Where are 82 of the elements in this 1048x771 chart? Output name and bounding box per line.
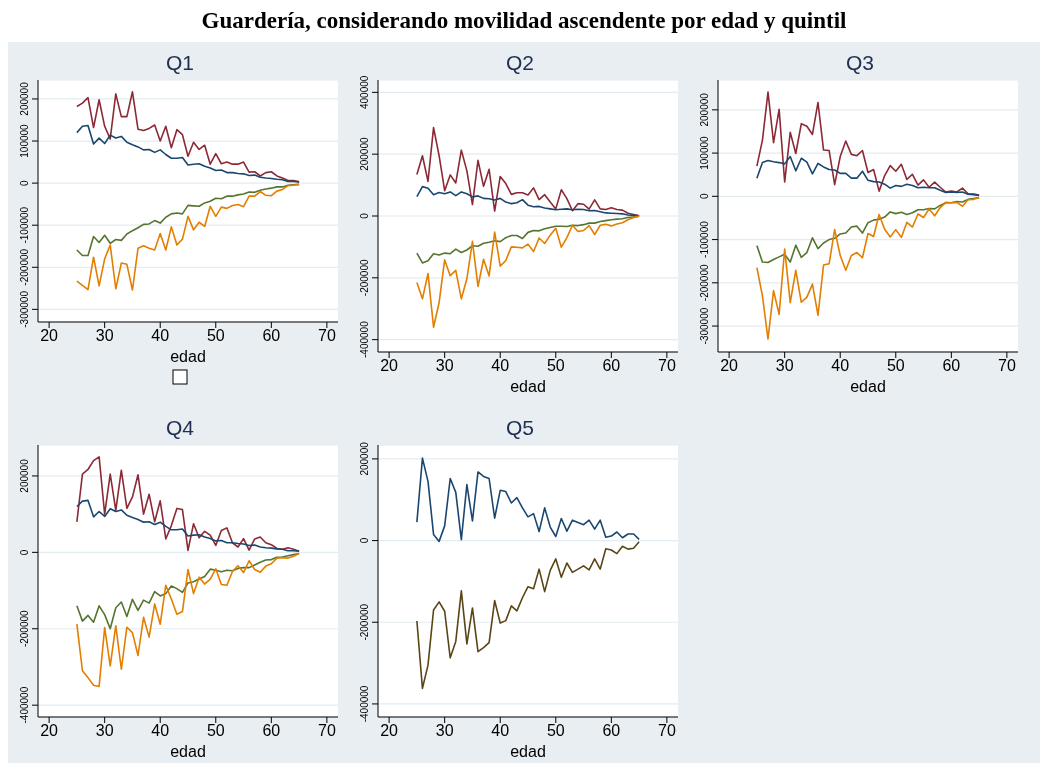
line-series — [756, 91, 980, 196]
y-tick-label: -200000 — [699, 264, 710, 302]
x-tick-label: 70 — [317, 327, 336, 345]
y-tick-label: -400000 — [359, 685, 370, 723]
x-tick-label: 20 — [380, 357, 399, 375]
y-tick-label: -300000 — [19, 290, 30, 328]
y-tick-label: 200000 — [699, 92, 710, 127]
x-axis-title: edad — [850, 378, 886, 395]
y-tick-label: 0 — [359, 212, 370, 219]
x-axis-title: edad — [170, 348, 206, 365]
x-tick-label: 60 — [262, 327, 281, 345]
y-tick-label: 0 — [19, 549, 30, 556]
line-series — [76, 552, 300, 630]
x-tick-label: 30 — [435, 357, 454, 375]
x-axis-title: edad — [170, 743, 206, 760]
x-axis-title: edad — [510, 378, 546, 395]
y-tick-label: 0 — [359, 537, 370, 544]
x-tick-label: 60 — [602, 357, 621, 375]
y-tick-label: 200000 — [19, 81, 30, 116]
x-axis-title: edad — [510, 743, 546, 760]
x-tick-label: 40 — [491, 357, 510, 375]
y-tick-label: 200000 — [19, 458, 30, 493]
x-tick-label: 40 — [151, 722, 170, 740]
y-tick-label: -200000 — [19, 248, 30, 286]
x-tick-label: 50 — [546, 357, 565, 375]
line-series — [416, 126, 640, 217]
y-tick-label: -400000 — [19, 686, 30, 724]
x-tick-label: 40 — [151, 327, 170, 345]
y-tick-label: -200000 — [359, 603, 370, 641]
chart-title: Q5 — [505, 415, 535, 441]
line-series — [416, 185, 640, 217]
y-tick-label: -200000 — [19, 609, 30, 648]
chart-title: Q1 — [165, 50, 195, 76]
line-series — [76, 183, 300, 291]
x-tick-label: 50 — [206, 722, 225, 740]
y-tick-label: 0 — [19, 179, 30, 186]
x-tick-label: 70 — [317, 722, 336, 740]
x-tick-label: 20 — [720, 357, 739, 375]
y-tick-label: -400000 — [359, 320, 370, 358]
y-tick-label: 100000 — [19, 123, 30, 158]
line-series — [76, 90, 300, 183]
chart-title: Q3 — [845, 50, 875, 76]
x-tick-label: 50 — [886, 357, 905, 375]
x-tick-label: 30 — [95, 722, 114, 740]
x-tick-label: 50 — [546, 722, 565, 740]
y-tick-label: -300000 — [699, 307, 710, 345]
line-series — [76, 499, 300, 552]
y-tick-label: 200000 — [359, 441, 370, 476]
chart-title: Q4 — [165, 415, 195, 441]
x-tick-label: 60 — [942, 357, 961, 375]
y-tick-label: -100000 — [699, 220, 710, 258]
line-series — [756, 155, 980, 197]
line-series — [756, 196, 980, 340]
y-tick-label: 0 — [699, 193, 710, 200]
chart-title: Q2 — [505, 50, 535, 76]
x-tick-label: 30 — [775, 357, 794, 375]
x-tick-label: 60 — [602, 722, 621, 740]
x-tick-label: 20 — [40, 722, 59, 740]
x-tick-label: 50 — [206, 327, 225, 345]
x-tick-label: 20 — [380, 722, 399, 740]
x-tick-label: 60 — [262, 722, 281, 740]
x-tick-label: 40 — [491, 722, 510, 740]
x-tick-label: 70 — [657, 357, 676, 375]
line-series — [76, 456, 300, 552]
line-series — [76, 552, 300, 688]
line-series — [416, 215, 640, 329]
y-tick-label: -100000 — [19, 206, 30, 244]
x-tick-label: 20 — [40, 327, 59, 345]
line-series — [416, 457, 640, 543]
line-series — [76, 124, 300, 183]
x-tick-label: 70 — [997, 357, 1016, 375]
line-series — [416, 540, 640, 690]
y-tick-label: 200000 — [359, 137, 370, 171]
y-tick-label: -200000 — [359, 259, 370, 297]
y-tick-label: 100000 — [699, 135, 710, 170]
text: Guardería, considerando movilidad ascendente por edad y quintil — [200, 8, 848, 34]
x-tick-label: 40 — [831, 357, 850, 375]
x-tick-label: 30 — [95, 327, 114, 345]
line-series — [756, 196, 980, 264]
y-tick-label: 400000 — [359, 75, 370, 110]
x-tick-label: 70 — [657, 722, 676, 740]
x-tick-label: 30 — [435, 722, 454, 740]
